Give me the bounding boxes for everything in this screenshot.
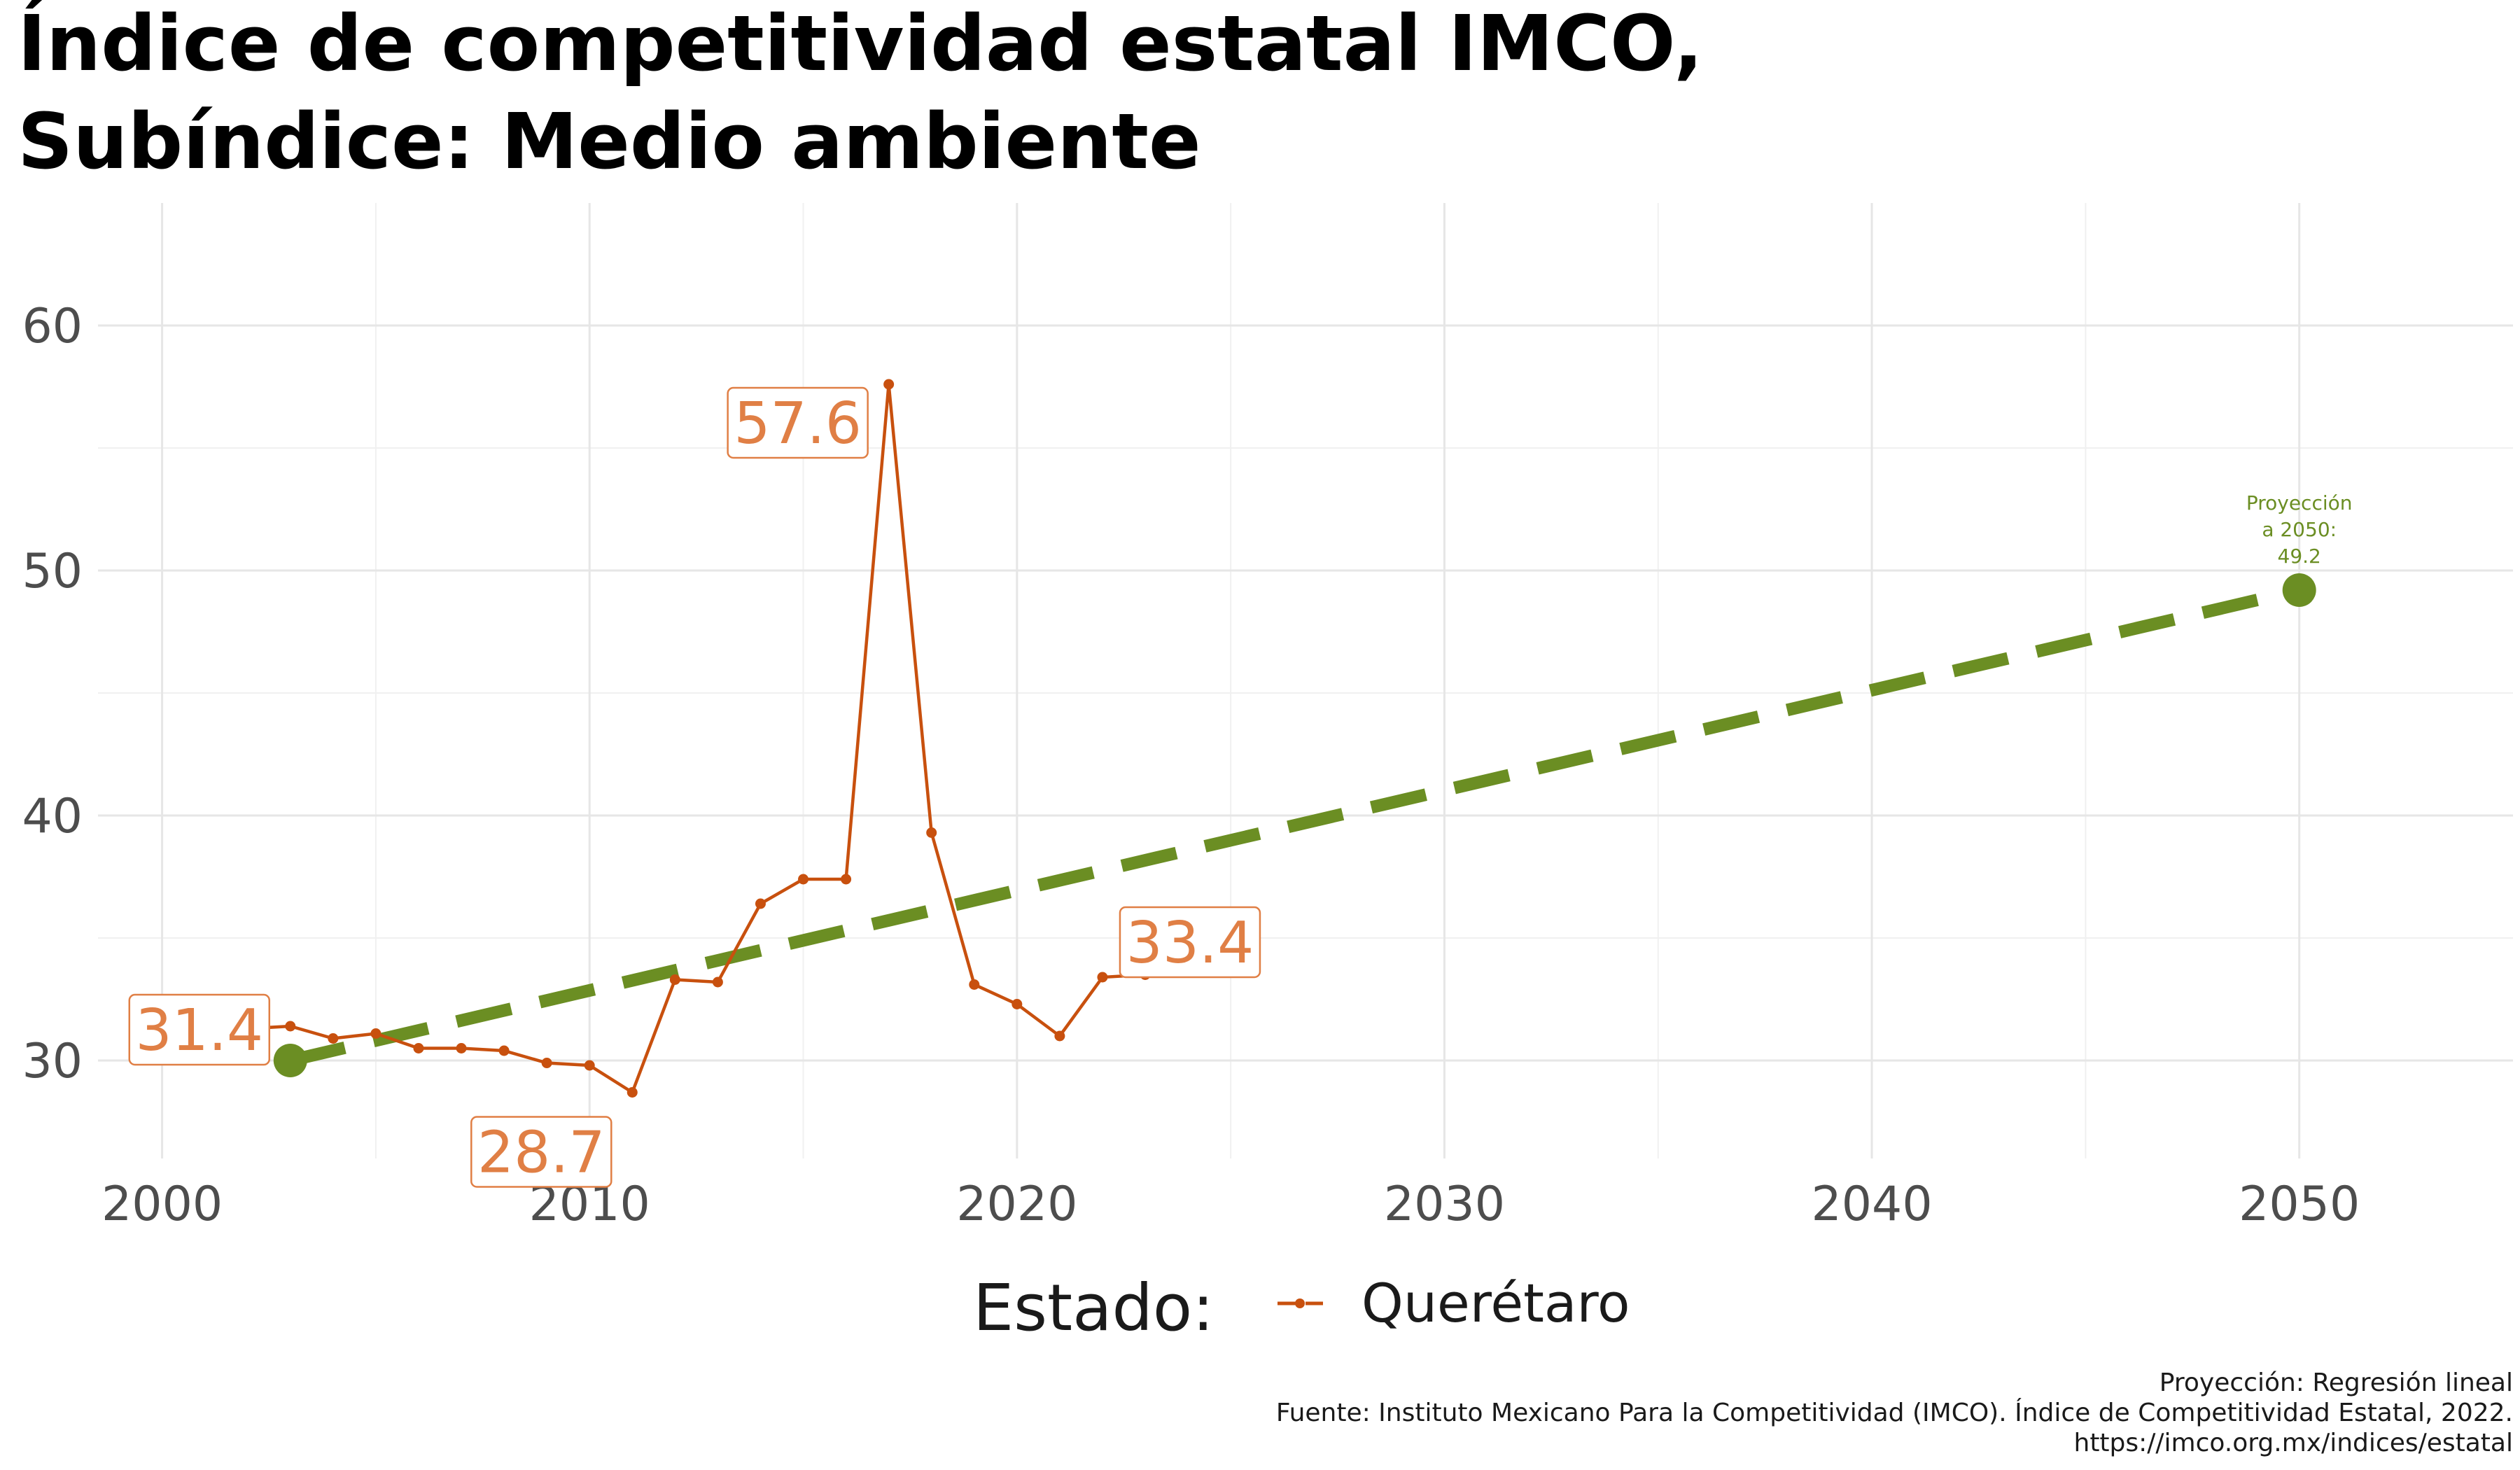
series-point: [626, 1087, 638, 1098]
series-point: [541, 1058, 552, 1068]
legend-label: Querétaro: [1362, 1272, 1630, 1334]
legend: Estado: Querétaro: [973, 1270, 1630, 1345]
series-point: [712, 976, 723, 988]
projection-annotation: a 2050:: [2262, 518, 2337, 541]
data-label-text: 33.4: [1126, 910, 1254, 976]
series-point: [969, 979, 980, 990]
y-tick-label: 50: [22, 544, 83, 599]
caption-line3: https://imco.org.mx/indices/estatal: [2074, 1429, 2514, 1457]
data-label-text: 31.4: [135, 997, 263, 1064]
series-point: [1054, 1030, 1065, 1042]
caption: Proyección: Regresión lineal Fuente: Ins…: [1276, 1368, 2513, 1457]
series-point: [370, 1028, 382, 1039]
series-point: [456, 1043, 467, 1054]
grid: [98, 203, 2513, 1158]
projection-annotation: 49.2: [2278, 545, 2321, 568]
series-point: [413, 1043, 424, 1054]
data-label: 57.6: [727, 386, 869, 459]
series-point: [798, 874, 809, 885]
projection-end-point: [2282, 573, 2316, 607]
projection-start-point: [273, 1044, 307, 1077]
y-tick-label: 60: [22, 299, 83, 354]
legend-point-key: [1295, 1298, 1305, 1308]
data-label-box: [1119, 906, 1261, 979]
data-label-box: [727, 386, 869, 459]
series-point: [328, 1033, 339, 1044]
data-labels: 31.4 28.7 57.6 33.4: [128, 386, 1261, 1188]
x-tick-label: 2050: [2239, 1177, 2360, 1232]
series-point: [498, 1045, 510, 1056]
projection-annotation: Proyección: [2246, 491, 2353, 514]
x-tick-label: 2020: [956, 1177, 1077, 1232]
series-querétaro: [200, 379, 1151, 1098]
series-point: [669, 974, 680, 985]
x-tick-label: 2000: [102, 1177, 223, 1232]
y-tick-label: 40: [22, 789, 83, 844]
series-point: [1011, 999, 1023, 1009]
series-point: [926, 827, 937, 838]
series-point: [841, 874, 852, 885]
series-point: [755, 898, 766, 909]
legend-title: Estado:: [973, 1270, 1214, 1345]
x-tick-label: 2040: [1812, 1177, 1933, 1232]
caption-line2: Fuente: Instituto Mexicano Para la Compe…: [1276, 1398, 2513, 1427]
data-label: 33.4: [1119, 906, 1261, 979]
series-line: [204, 384, 1146, 1095]
data-label-text: 28.7: [477, 1120, 606, 1186]
data-label: 31.4: [128, 993, 271, 1066]
y-tick-label: 30: [22, 1034, 83, 1089]
projection: Proyección a 2050: 49.2: [273, 491, 2353, 1077]
series-point: [883, 379, 895, 390]
series-point: [1097, 972, 1108, 983]
caption-line1: Proyección: Regresión lineal: [2160, 1368, 2513, 1397]
series-point: [285, 1021, 296, 1032]
x-tick-label: 2030: [1384, 1177, 1505, 1232]
projection-line: [288, 584, 2301, 1067]
data-label-text: 57.6: [734, 391, 862, 457]
data-label-box: [470, 1116, 612, 1188]
chart-title-line2: Subíndice: Medio ambiente: [18, 97, 1201, 186]
data-label-box: [128, 993, 271, 1066]
chart-title-line1: Índice de competitividad estatal IMCO,: [18, 0, 1703, 88]
data-label: 28.7: [470, 1116, 612, 1188]
series-point: [584, 1060, 595, 1071]
